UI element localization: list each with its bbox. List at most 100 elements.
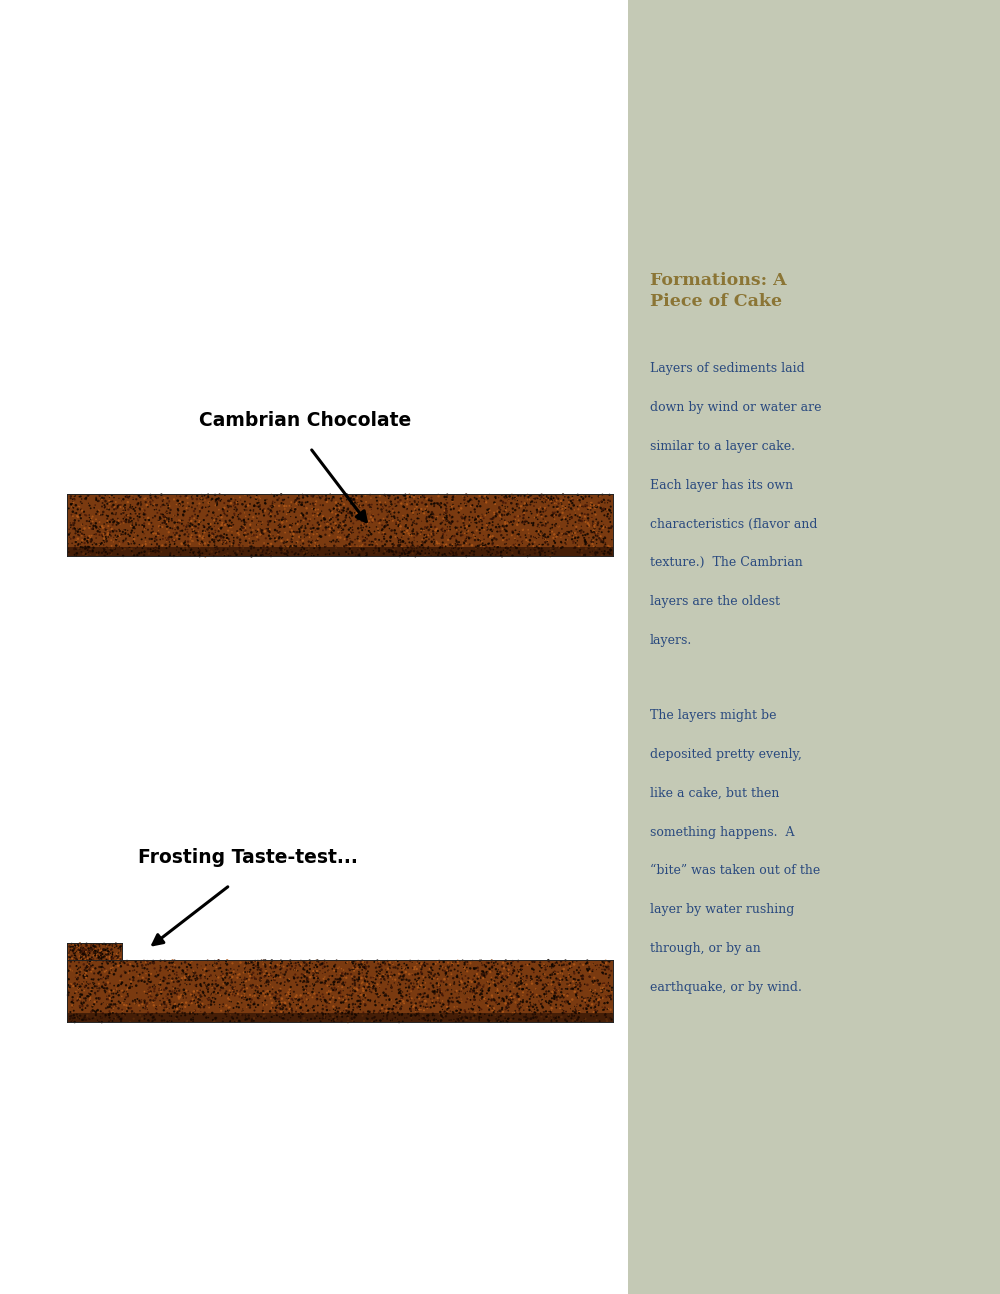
Point — [593, 955, 609, 976]
Point — [328, 960, 344, 981]
Point — [382, 952, 398, 973]
Point — [241, 505, 257, 525]
Point — [190, 542, 206, 563]
Point — [570, 974, 586, 995]
Point — [251, 986, 267, 1007]
Point — [561, 494, 577, 515]
Point — [196, 996, 212, 1017]
Point — [498, 999, 514, 1020]
Point — [415, 1005, 431, 1026]
Point — [550, 488, 566, 509]
Point — [93, 949, 109, 969]
Point — [458, 951, 474, 972]
Point — [237, 1009, 253, 1030]
Point — [276, 489, 292, 510]
Point — [596, 978, 612, 999]
Point — [322, 1000, 338, 1021]
Point — [273, 516, 289, 537]
Point — [77, 942, 93, 963]
Point — [74, 945, 90, 965]
Point — [542, 991, 558, 1012]
Point — [170, 490, 186, 511]
Point — [145, 496, 161, 516]
Point — [559, 978, 575, 999]
Point — [130, 510, 146, 531]
Point — [362, 980, 378, 1000]
Point — [290, 511, 306, 532]
Point — [161, 995, 177, 1016]
Point — [171, 510, 187, 531]
Point — [267, 1000, 283, 1021]
Point — [247, 985, 263, 1005]
Point — [268, 964, 284, 985]
Point — [269, 489, 285, 510]
Point — [374, 531, 390, 551]
Point — [183, 540, 199, 560]
Point — [75, 943, 91, 964]
Point — [163, 983, 179, 1004]
Point — [349, 503, 365, 524]
Point — [156, 488, 172, 509]
Point — [162, 960, 178, 981]
Point — [403, 1008, 419, 1029]
Point — [268, 986, 284, 1007]
Point — [384, 506, 400, 527]
Point — [262, 521, 278, 542]
Point — [385, 998, 401, 1018]
Point — [112, 992, 128, 1013]
Point — [214, 515, 230, 536]
Point — [305, 998, 321, 1018]
Point — [230, 506, 246, 527]
Point — [121, 996, 137, 1017]
Point — [246, 531, 262, 551]
Point — [137, 505, 153, 525]
Point — [259, 970, 275, 991]
Point — [342, 960, 358, 981]
Point — [477, 967, 493, 987]
Point — [222, 1011, 238, 1031]
Point — [509, 494, 525, 515]
Point — [427, 493, 443, 514]
Point — [493, 506, 509, 527]
Point — [212, 985, 228, 1005]
Point — [409, 494, 425, 515]
Point — [159, 503, 175, 524]
Point — [585, 515, 601, 536]
Point — [395, 496, 411, 516]
Point — [585, 531, 601, 551]
Point — [355, 497, 371, 518]
Point — [400, 958, 416, 978]
Point — [89, 942, 105, 963]
Point — [140, 987, 156, 1008]
Point — [79, 973, 95, 994]
Point — [491, 497, 507, 518]
Point — [330, 1009, 346, 1030]
Point — [87, 991, 103, 1012]
Point — [220, 973, 236, 994]
Point — [297, 543, 313, 564]
Point — [91, 519, 107, 540]
Point — [588, 1002, 604, 1022]
Point — [553, 532, 569, 553]
Point — [442, 974, 458, 995]
Point — [388, 951, 404, 972]
Point — [420, 1007, 436, 1027]
Point — [499, 998, 515, 1018]
Point — [332, 969, 348, 990]
Point — [307, 520, 323, 541]
Point — [349, 980, 365, 1000]
Point — [558, 509, 574, 529]
Point — [156, 506, 172, 527]
Point — [394, 1004, 410, 1025]
Point — [532, 961, 548, 982]
Point — [148, 541, 164, 562]
Point — [445, 968, 461, 989]
Point — [577, 546, 593, 567]
Point — [493, 1012, 509, 1033]
Point — [286, 968, 302, 989]
Point — [518, 1004, 534, 1025]
Point — [76, 965, 92, 986]
Point — [600, 537, 616, 558]
Point — [344, 505, 360, 525]
Point — [439, 510, 455, 531]
